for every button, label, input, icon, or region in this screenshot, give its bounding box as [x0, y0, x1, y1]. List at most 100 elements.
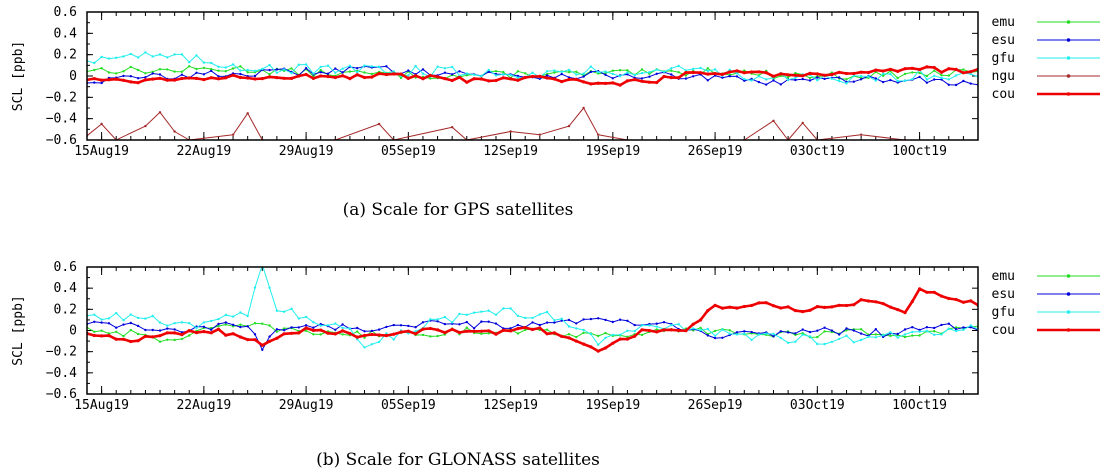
- data-point-esu: [261, 348, 264, 351]
- data-point-emu: [640, 333, 644, 337]
- data-point-gfu: [363, 346, 366, 349]
- data-point-emu: [794, 71, 797, 75]
- data-point-emu: [823, 330, 826, 333]
- data-point-esu: [670, 73, 673, 76]
- data-point-cou: [742, 71, 746, 75]
- data-point-emu: [195, 67, 198, 71]
- data-point-gfu: [239, 69, 242, 72]
- data-point-emu: [940, 74, 943, 77]
- data-point-cou: [720, 72, 725, 76]
- data-point-cou: [136, 81, 140, 85]
- data-point-emu: [319, 333, 322, 336]
- data-point-esu: [655, 72, 658, 76]
- data-point-gfu: [312, 321, 315, 324]
- data-point-emu: [363, 336, 366, 339]
- data-point-cou: [655, 80, 659, 85]
- data-point-esu: [458, 323, 461, 326]
- data-point-emu: [845, 78, 848, 81]
- data-point-esu: [407, 69, 410, 72]
- legend-marker-emu: [1066, 20, 1071, 24]
- data-point-gfu: [407, 74, 410, 77]
- data-point-emu: [290, 67, 293, 70]
- data-point-esu: [765, 83, 768, 86]
- data-point-emu: [268, 324, 271, 327]
- data-point-esu: [735, 75, 739, 78]
- data-point-cou: [100, 78, 104, 82]
- data-point-esu: [940, 323, 943, 327]
- data-point-gfu: [436, 65, 439, 68]
- data-point-esu: [334, 328, 337, 331]
- data-point-cou: [866, 70, 871, 75]
- data-point-esu: [487, 70, 490, 74]
- data-point-esu: [100, 81, 103, 85]
- data-point-cou: [589, 345, 593, 349]
- data-point-esu: [640, 77, 644, 80]
- data-point-gfu: [180, 53, 184, 56]
- data-point-cou: [684, 329, 688, 333]
- data-point-gfu: [545, 310, 549, 314]
- data-point-cou: [596, 81, 600, 85]
- data-point-gfu: [859, 338, 863, 342]
- data-point-gfu: [786, 78, 790, 82]
- data-point-emu: [575, 70, 578, 74]
- data-point-gfu: [838, 337, 841, 341]
- data-point-esu: [392, 323, 395, 327]
- data-point-gfu: [911, 330, 914, 334]
- data-point-esu: [202, 325, 206, 328]
- legend-marker-ngu: [1066, 74, 1071, 78]
- data-point-cou: [282, 332, 286, 336]
- data-point-gfu: [341, 67, 344, 70]
- data-point-gfu: [414, 64, 417, 68]
- data-point-esu: [158, 329, 162, 332]
- data-point-esu: [801, 328, 804, 331]
- data-point-gfu: [407, 332, 410, 335]
- data-point-cou: [662, 74, 666, 79]
- data-point-cou: [421, 77, 425, 81]
- data-point-cou: [881, 302, 885, 306]
- data-point-emu: [947, 74, 950, 77]
- data-point-cou: [268, 339, 272, 343]
- data-point-gfu: [217, 65, 220, 69]
- data-point-esu: [421, 68, 425, 71]
- data-point-ngu: [173, 130, 176, 133]
- data-point-cou: [677, 328, 681, 333]
- data-point-emu: [604, 331, 607, 335]
- data-point-gfu: [253, 286, 257, 289]
- data-point-gfu: [443, 315, 447, 319]
- data-point-cou: [793, 73, 798, 77]
- data-point-gfu: [421, 72, 425, 75]
- data-point-emu: [129, 328, 132, 332]
- data-point-gfu: [480, 74, 483, 78]
- x-tick-label: 12Sep19: [483, 398, 538, 413]
- data-point-ngu: [451, 126, 454, 129]
- data-point-gfu: [166, 324, 169, 327]
- data-point-cou: [275, 76, 279, 80]
- data-point-esu: [728, 75, 731, 78]
- data-point-gfu: [677, 323, 680, 326]
- y-tick-label: −0.4: [46, 366, 77, 381]
- y-tick-label: 0.2: [54, 48, 77, 63]
- data-point-gfu: [100, 318, 103, 321]
- data-point-ngu: [246, 112, 249, 115]
- data-point-gfu: [728, 68, 731, 72]
- data-point-esu: [115, 326, 118, 329]
- data-point-cou: [494, 78, 498, 83]
- data-point-gfu: [93, 313, 96, 316]
- data-point-gfu: [275, 71, 279, 75]
- data-point-gfu: [100, 55, 103, 59]
- x-tick-label: 26Sep19: [688, 144, 743, 159]
- data-point-cou: [750, 303, 754, 308]
- data-point-cou: [874, 68, 878, 72]
- data-point-esu: [443, 71, 447, 74]
- data-point-gfu: [465, 313, 468, 316]
- data-point-gfu: [268, 63, 271, 67]
- data-point-cou: [647, 329, 652, 333]
- data-point-gfu: [290, 71, 293, 75]
- data-point-esu: [334, 67, 337, 70]
- data-point-gfu: [618, 75, 622, 78]
- data-point-gfu: [217, 317, 220, 321]
- data-point-gfu: [319, 324, 322, 327]
- data-point-gfu: [911, 78, 914, 81]
- data-point-emu: [925, 74, 929, 78]
